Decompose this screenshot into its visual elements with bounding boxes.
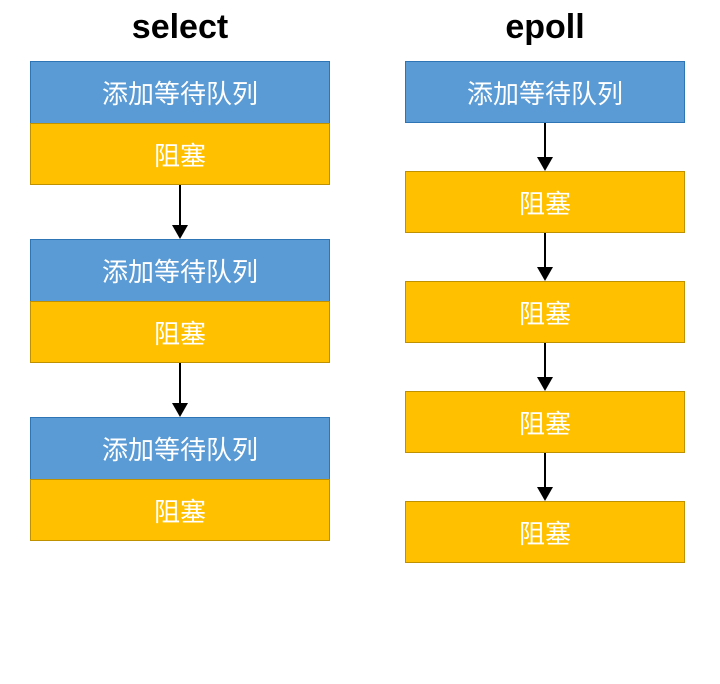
box-add-wait-queue: 添加等待队列 — [30, 417, 330, 479]
box-block: 阻塞 — [30, 123, 330, 185]
arrow-head-icon — [537, 157, 553, 171]
stack-1: 添加等待队列 阻塞 — [30, 61, 330, 185]
box-add-wait-queue: 添加等待队列 — [405, 61, 685, 123]
arrow-down-icon — [537, 233, 553, 281]
arrow-head-icon — [537, 377, 553, 391]
arrow-line — [179, 185, 181, 225]
box-block: 阻塞 — [405, 171, 685, 233]
arrow-head-icon — [537, 267, 553, 281]
arrow-down-icon — [537, 123, 553, 171]
arrow-line — [544, 343, 546, 377]
box-block: 阻塞 — [405, 281, 685, 343]
box-block: 阻塞 — [30, 479, 330, 541]
box-block: 阻塞 — [405, 501, 685, 563]
arrow-down-icon — [537, 343, 553, 391]
arrow-head-icon — [172, 403, 188, 417]
arrow-down-icon — [172, 363, 188, 417]
title-epoll: epoll — [505, 8, 584, 47]
column-epoll: epoll 添加等待队列 阻塞 阻塞 阻塞 阻塞 — [405, 8, 685, 563]
stack-3: 添加等待队列 阻塞 — [30, 417, 330, 541]
box-block: 阻塞 — [405, 391, 685, 453]
arrow-head-icon — [172, 225, 188, 239]
box-block: 阻塞 — [30, 301, 330, 363]
title-select: select — [132, 8, 228, 47]
arrow-line — [179, 363, 181, 403]
arrow-down-icon — [537, 453, 553, 501]
box-add-wait-queue: 添加等待队列 — [30, 61, 330, 123]
box-add-wait-queue: 添加等待队列 — [30, 239, 330, 301]
arrow-line — [544, 233, 546, 267]
arrow-down-icon — [172, 185, 188, 239]
arrow-line — [544, 453, 546, 487]
column-select: select 添加等待队列 阻塞 添加等待队列 阻塞 添加等待队列 阻塞 — [30, 8, 330, 541]
stack-2: 添加等待队列 阻塞 — [30, 239, 330, 363]
arrow-head-icon — [537, 487, 553, 501]
arrow-line — [544, 123, 546, 157]
